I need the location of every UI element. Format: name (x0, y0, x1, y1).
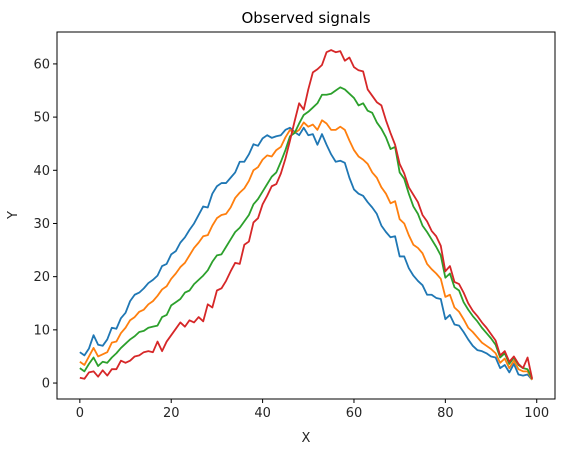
plot-frame (56, 31, 556, 400)
x-axis-ticks: 0 20 40 60 80 100 (76, 399, 549, 421)
y-tick-label: 0 (42, 377, 50, 392)
y-tick-label: 50 (33, 111, 50, 126)
y-tick-label: 40 (33, 164, 50, 179)
series-line-3 (79, 86, 533, 380)
x-tick-label: 20 (163, 406, 180, 421)
x-tick-label: 80 (437, 406, 454, 421)
y-tick-label: 30 (33, 217, 50, 232)
series-layer (79, 49, 534, 381)
series-line-1 (79, 126, 533, 381)
x-tick-label: 0 (76, 406, 84, 421)
series-line-4 (79, 49, 534, 380)
series-line-2 (79, 119, 533, 381)
x-tick-label: 100 (524, 406, 549, 421)
y-axis-ticks: 0 10 20 30 40 50 60 (33, 57, 57, 392)
x-tick-label: 60 (346, 406, 363, 421)
y-tick-label: 10 (33, 323, 50, 338)
chart-title: Observed signals (241, 9, 370, 27)
y-tick-label: 20 (33, 270, 50, 285)
x-tick-label: 40 (254, 406, 271, 421)
y-axis-label: Y (6, 211, 21, 220)
x-axis-label: X (302, 431, 311, 446)
y-tick-label: 60 (33, 57, 50, 72)
